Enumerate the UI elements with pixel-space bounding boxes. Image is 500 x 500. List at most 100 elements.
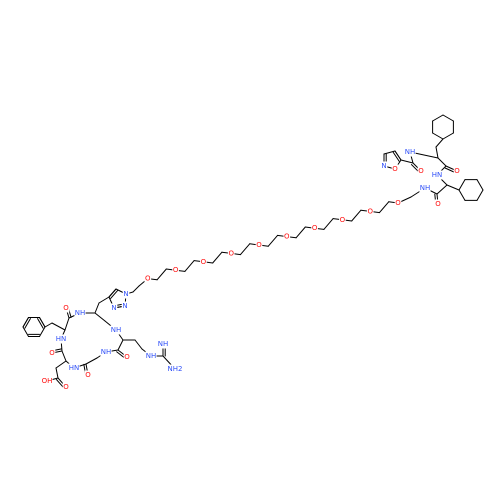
bond <box>156 268 167 281</box>
bond <box>383 150 396 155</box>
bond <box>22 326 29 338</box>
bond <box>392 151 400 162</box>
atom-label: O <box>418 167 424 175</box>
atom-label: N <box>381 162 386 170</box>
bond <box>132 285 140 293</box>
bond <box>351 209 362 222</box>
atom-label: O <box>454 167 460 175</box>
atom-label: O <box>228 249 234 257</box>
atom-label: NH <box>101 348 112 356</box>
bond <box>24 318 31 329</box>
atom-label: O <box>201 258 207 266</box>
atom-label: N <box>111 304 116 312</box>
bond <box>55 367 59 379</box>
atom-label: NH <box>75 309 86 317</box>
bond <box>432 114 444 122</box>
bond <box>117 339 124 351</box>
atom-label: O <box>173 266 179 274</box>
bond <box>476 179 484 191</box>
atom-label: N <box>123 290 128 298</box>
atom-label: NH <box>420 184 431 192</box>
label-background <box>68 363 80 373</box>
label-background <box>110 325 122 335</box>
label-background <box>110 303 118 313</box>
bond <box>108 288 117 298</box>
bond <box>435 138 444 148</box>
bond <box>437 157 447 167</box>
label-background <box>123 352 131 362</box>
bond <box>378 201 390 214</box>
bond <box>446 184 460 191</box>
label-background <box>394 198 402 208</box>
atom-label: N <box>122 302 127 310</box>
bond <box>458 189 466 201</box>
bond <box>442 132 454 140</box>
atom-label: O <box>124 353 130 361</box>
bond <box>394 150 402 161</box>
bond <box>295 226 306 239</box>
bond <box>55 360 67 369</box>
atom-label: HN <box>56 335 67 343</box>
label-background <box>339 215 346 225</box>
bond <box>442 114 454 122</box>
label-background <box>144 274 152 284</box>
bond <box>239 243 251 256</box>
atom-label: HN <box>432 171 443 179</box>
label-background <box>431 170 443 180</box>
bond <box>51 322 66 331</box>
label-background <box>122 289 130 299</box>
bond <box>22 316 29 328</box>
atom-label: O <box>392 165 398 173</box>
bond <box>39 316 46 328</box>
label-background <box>172 265 179 275</box>
bond <box>37 318 44 329</box>
label-background <box>366 206 374 216</box>
label-background <box>434 199 442 209</box>
bond <box>110 289 119 299</box>
label-background <box>55 334 67 344</box>
label-background <box>311 223 318 233</box>
atom-label: O <box>85 371 91 379</box>
label-background <box>157 339 169 349</box>
bond <box>267 234 279 247</box>
atom-label: O <box>312 224 318 232</box>
label-background <box>74 308 86 318</box>
bond <box>98 296 110 304</box>
bond <box>323 218 334 230</box>
atom-label: O <box>340 216 346 224</box>
atom-label: O <box>49 349 55 357</box>
bond <box>94 302 100 314</box>
label-background <box>100 347 112 357</box>
bond <box>212 251 223 264</box>
atom-label: O <box>395 199 401 207</box>
atom-label: O <box>256 241 262 249</box>
label-background <box>200 257 207 267</box>
label-background <box>121 301 129 311</box>
label-background <box>255 240 263 250</box>
atom-label: NH <box>111 326 122 334</box>
label-background <box>391 164 399 174</box>
atom-label: NH2 <box>168 365 183 373</box>
label-background <box>453 166 461 176</box>
label-background <box>404 147 416 157</box>
atom-label: OH <box>42 377 53 385</box>
label-background <box>227 248 235 258</box>
label-background <box>41 376 53 386</box>
label-background <box>145 351 157 361</box>
atom-label: HN <box>69 364 80 372</box>
atom-label: O <box>63 304 69 312</box>
atom-label: O <box>145 275 151 283</box>
bond <box>39 326 46 338</box>
bond <box>61 350 67 362</box>
atom-label: O <box>284 233 290 241</box>
atom-label: NH <box>158 340 169 348</box>
bond <box>64 317 70 331</box>
bond <box>94 312 106 322</box>
label-background <box>48 348 56 358</box>
label-background <box>283 232 291 242</box>
label-background <box>167 364 183 374</box>
atom-label: O <box>435 200 441 208</box>
